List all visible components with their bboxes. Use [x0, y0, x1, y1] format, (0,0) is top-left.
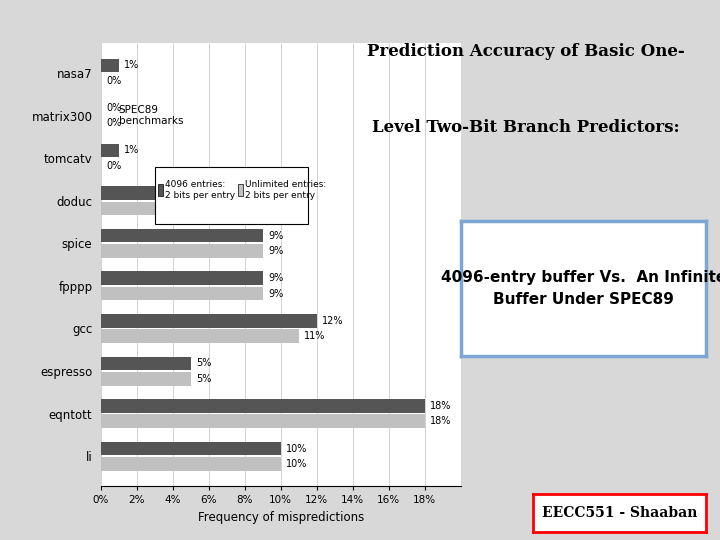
Text: 1%: 1%	[125, 145, 140, 156]
Bar	[101, 442, 281, 455]
Text: 0%: 0%	[107, 161, 122, 171]
Text: Level Two-Bit Branch Predictors:: Level Two-Bit Branch Predictors:	[372, 119, 680, 136]
Text: Prediction Accuracy of Basic One-: Prediction Accuracy of Basic One-	[366, 43, 685, 60]
Bar	[101, 244, 263, 258]
Text: 9%: 9%	[269, 246, 284, 256]
Text: 18%: 18%	[431, 401, 451, 411]
Text: 9%: 9%	[269, 288, 284, 299]
Text: 0%: 0%	[107, 118, 122, 128]
Bar	[101, 186, 191, 200]
Text: 9%: 9%	[269, 231, 284, 241]
Text: 10%: 10%	[287, 459, 307, 469]
Text: 18%: 18%	[431, 416, 451, 426]
Text: 4096 entries:
2 bits per entry: 4096 entries: 2 bits per entry	[165, 180, 235, 200]
Text: 0%: 0%	[107, 76, 122, 86]
Text: 4096-entry buffer Vs.  An Infinite
Buffer Under SPEC89: 4096-entry buffer Vs. An Infinite Buffer…	[441, 271, 720, 307]
FancyBboxPatch shape	[155, 167, 308, 224]
X-axis label: Frequency of mispredictions: Frequency of mispredictions	[198, 511, 364, 524]
Text: 12%: 12%	[323, 316, 343, 326]
Bar	[101, 229, 263, 242]
Text: 5%: 5%	[196, 188, 212, 198]
Bar	[101, 372, 191, 386]
Bar	[101, 272, 263, 285]
Bar	[101, 415, 425, 428]
Bar	[158, 184, 163, 196]
Text: Unlimited entries:
2 bits per entry: Unlimited entries: 2 bits per entry	[245, 180, 326, 200]
Text: 5%: 5%	[196, 374, 212, 384]
Bar	[101, 201, 191, 215]
Bar	[101, 399, 425, 413]
Text: 11%: 11%	[305, 331, 325, 341]
Text: 5%: 5%	[196, 204, 212, 213]
Text: SPEC89
benchmarks: SPEC89 benchmarks	[119, 105, 184, 126]
Bar	[101, 329, 299, 343]
Text: 0%: 0%	[107, 103, 122, 113]
Text: 1%: 1%	[125, 60, 140, 70]
Text: 10%: 10%	[287, 443, 307, 454]
Bar	[101, 457, 281, 471]
Bar	[101, 314, 317, 328]
Text: 9%: 9%	[269, 273, 284, 283]
Text: EECC551 - Shaaban: EECC551 - Shaaban	[541, 506, 697, 520]
Text: 5%: 5%	[196, 359, 212, 368]
Bar	[101, 58, 119, 72]
Bar	[101, 287, 263, 300]
Bar	[101, 356, 191, 370]
Bar	[101, 144, 119, 157]
Bar	[238, 184, 243, 196]
